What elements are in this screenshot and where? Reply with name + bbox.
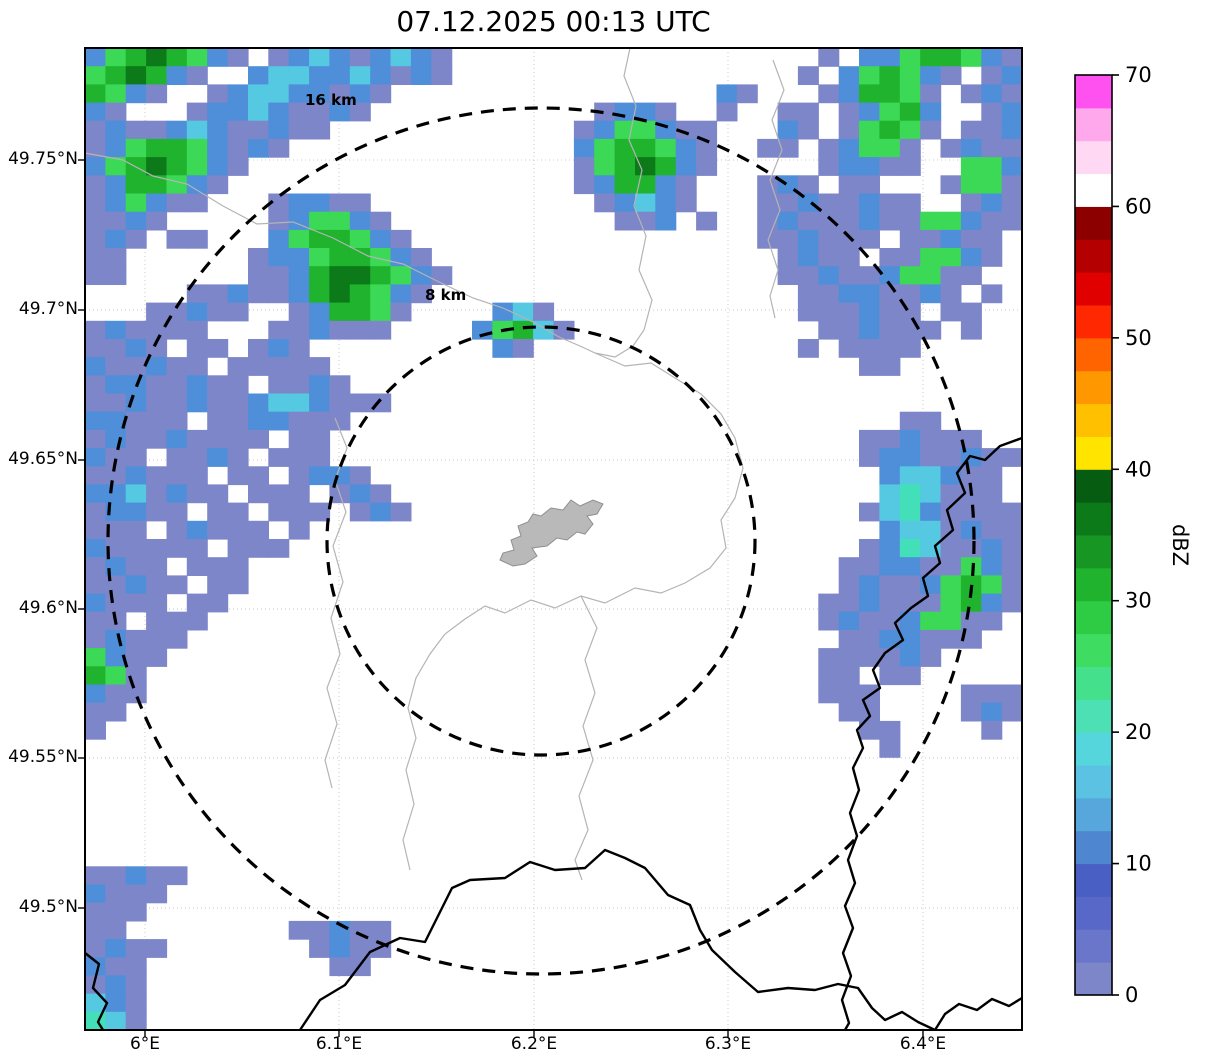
- colorbar: 0 10 20 30 40 50 60 70: [1074, 63, 1152, 1007]
- radar-echo-cells: [85, 48, 1023, 1031]
- lat-tick-label: 49.5°N: [18, 897, 78, 917]
- axis-tick-marks: [78, 159, 924, 1037]
- colorbar-label: dBZ: [1168, 523, 1192, 567]
- figure-title: 07.12.2025 00:13 UTC: [396, 5, 711, 38]
- range-ring-label: 16 km: [305, 91, 357, 109]
- lat-tick-label: 49.55°N: [8, 747, 78, 767]
- colorbar-frame: [1074, 74, 1113, 996]
- colorbar-swatches: [1075, 75, 1112, 996]
- colorbar-tick-label: 70: [1125, 63, 1152, 87]
- admin-boundary-lines: [84, 47, 785, 881]
- colorbar-tick-label: 10: [1125, 852, 1152, 876]
- lon-tick-label: 6.2°E: [510, 1034, 558, 1054]
- colorbar-tick-label: 40: [1125, 457, 1152, 481]
- lat-tick-label: 49.65°N: [8, 449, 78, 469]
- colorbar-tick-label: 0: [1125, 983, 1138, 1007]
- lon-tick-label: 6.1°E: [315, 1034, 363, 1054]
- range-rings: [106, 106, 976, 976]
- lon-tick-label: 6.3°E: [704, 1034, 752, 1054]
- colorbar-tick-label: 50: [1125, 326, 1152, 350]
- city-area-shape: [499, 499, 604, 567]
- lat-tick-label: 49.7°N: [18, 299, 78, 319]
- lon-tick-label: 6.4°E: [899, 1034, 947, 1054]
- radar-map: 8 km 16 km: [78, 47, 1023, 1037]
- lat-tick-label: 49.6°N: [18, 598, 78, 618]
- range-ring-label: 8 km: [425, 286, 466, 304]
- lon-tick-label: 6°E: [129, 1034, 161, 1054]
- lat-tick-label: 49.75°N: [8, 149, 78, 169]
- colorbar-tick-label: 30: [1125, 589, 1152, 613]
- colorbar-tick-label: 60: [1125, 194, 1152, 218]
- plot-frame: [84, 47, 1023, 1031]
- colorbar-tick-label: 20: [1125, 720, 1152, 744]
- country-border-lines: [84, 436, 1023, 1032]
